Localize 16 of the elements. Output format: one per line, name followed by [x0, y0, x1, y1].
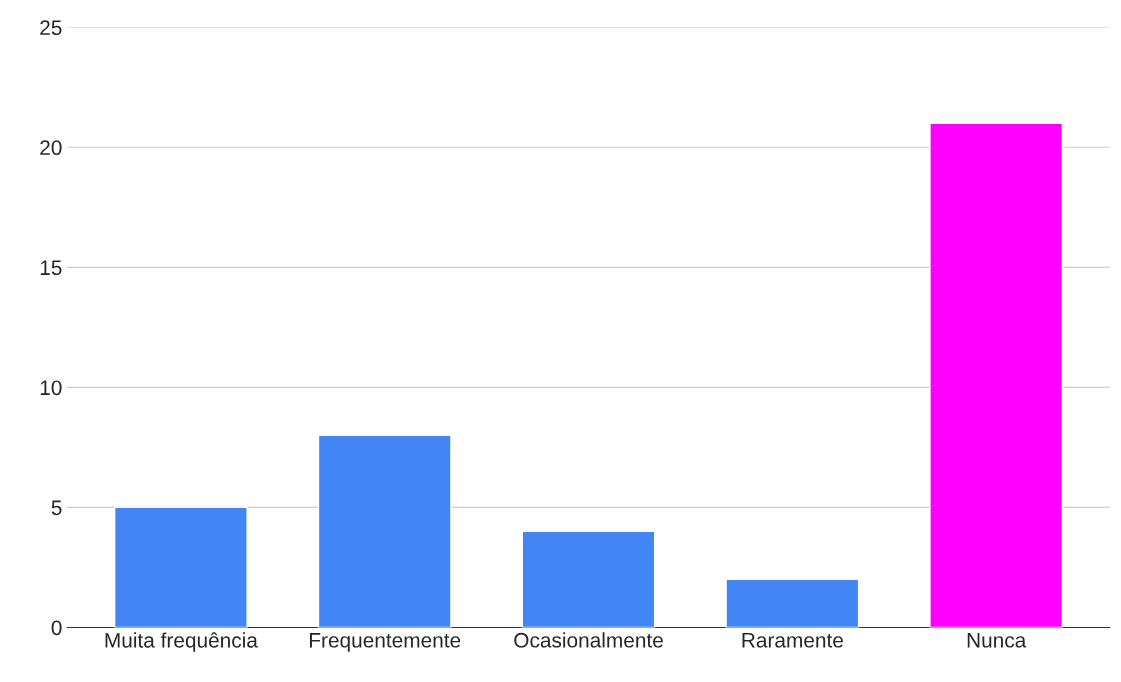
x-tick-label: Raramente [742, 633, 843, 648]
y-tick-label: 5 [51, 500, 62, 516]
y-tick-label: 25 [40, 20, 62, 36]
y-tick-label: 0 [51, 620, 62, 636]
y-tick-label: 15 [40, 260, 62, 276]
x-tick-label: Ocasionalmente [514, 632, 663, 648]
x-tick-label: Frequentemente [309, 633, 461, 652]
bar [929, 122, 1064, 628]
x-tick-label: Nunca [967, 633, 1027, 648]
bar [113, 506, 248, 628]
x-tick-label: Muita frequência [105, 632, 258, 652]
bar [521, 530, 656, 628]
bar [317, 434, 452, 628]
y-tick-label: 20 [40, 140, 62, 156]
bar [725, 578, 860, 628]
y-tick-label: 10 [40, 380, 62, 396]
